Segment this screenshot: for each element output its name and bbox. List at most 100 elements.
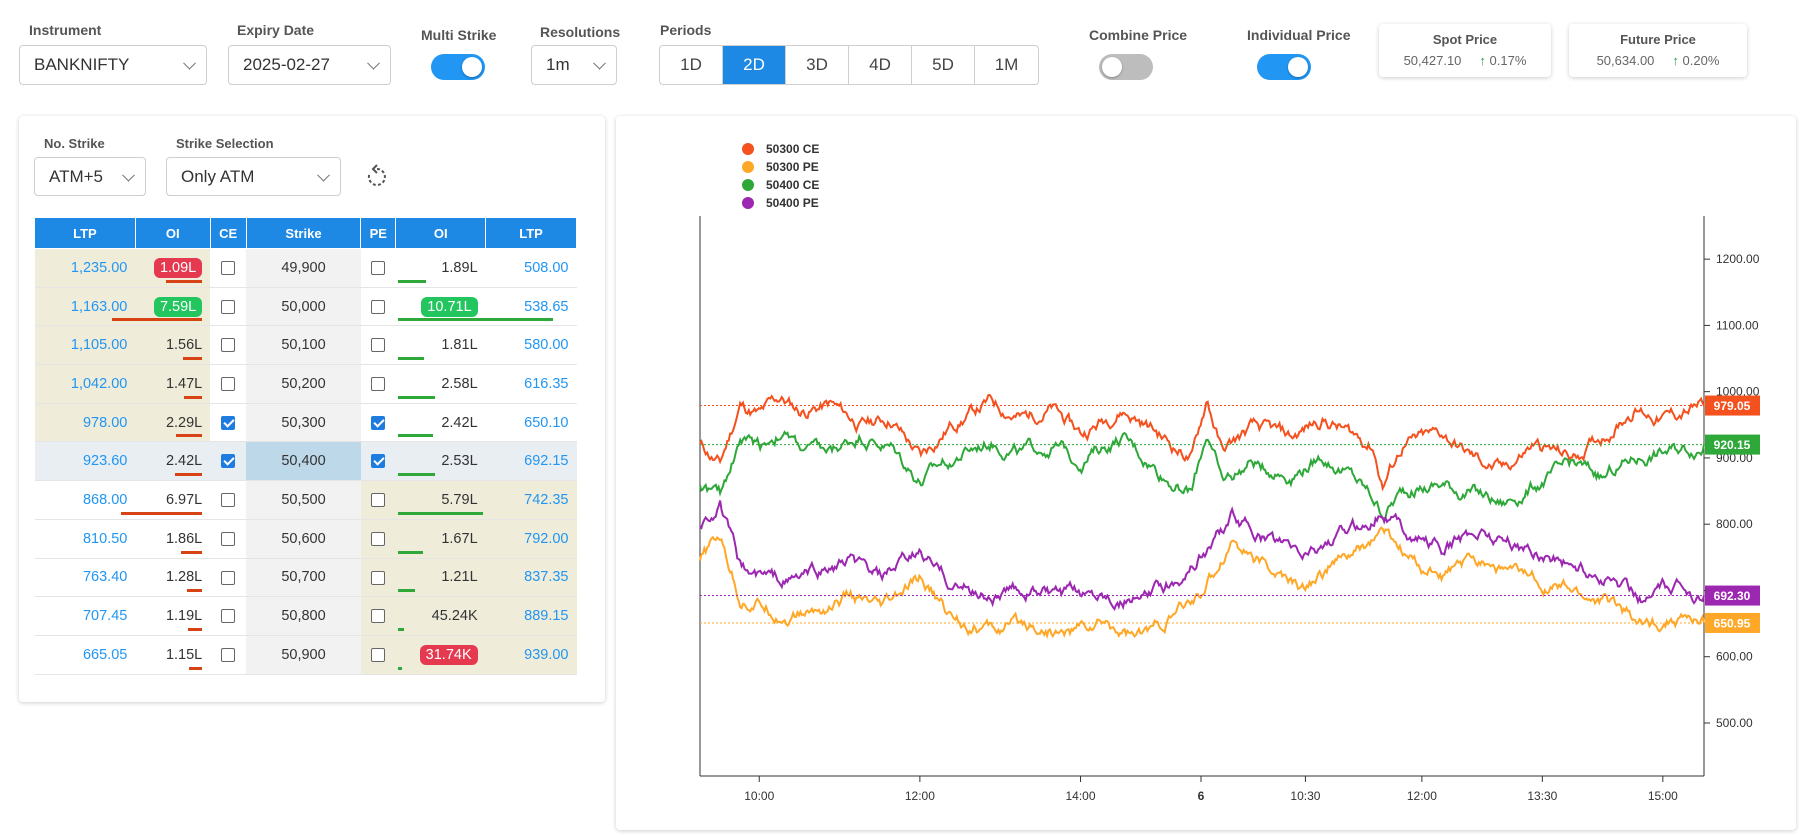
ce-checkbox[interactable] (221, 415, 236, 430)
chevron-down-icon (593, 56, 606, 70)
ce-ltp-cell[interactable]: 923.60 (34, 441, 136, 482)
pe-oi-bar (397, 279, 426, 283)
pe-ltp-cell[interactable]: 616.35 (485, 364, 577, 404)
ce-ltp-cell[interactable]: 978.00 (34, 403, 136, 443)
ce-checkbox-cell (210, 325, 247, 366)
ce-oi-cell: 2.42L (135, 441, 211, 482)
ce-ltp-cell[interactable]: 1,042.00 (34, 364, 136, 404)
pe-ltp-cell[interactable]: 742.35 (485, 480, 577, 520)
spot-price-value: 50,427.10 (1403, 53, 1462, 68)
resolution-select[interactable]: 1m (531, 45, 617, 85)
legend-dot (742, 179, 754, 191)
ce-ltp-cell[interactable]: 707.45 (34, 596, 136, 636)
period-2d[interactable]: 2D (723, 46, 786, 84)
ce-oi-bar (174, 473, 203, 477)
legend-item[interactable]: 50300 CE (742, 140, 819, 158)
pe-checkbox[interactable] (371, 299, 386, 314)
individual-price-toggle[interactable] (1257, 54, 1311, 80)
pe-oi-bar (397, 666, 403, 670)
period-3d[interactable]: 3D (786, 46, 849, 84)
pe-oi-cell: 5.79L (395, 480, 486, 520)
period-4d[interactable]: 4D (849, 46, 912, 84)
pe-checkbox[interactable] (371, 609, 386, 624)
ce-ltp-cell[interactable]: 868.00 (34, 480, 136, 520)
expiry-label: Expiry Date (237, 22, 315, 38)
ce-ltp-cell[interactable]: 763.40 (34, 558, 136, 598)
ce-checkbox[interactable] (221, 570, 236, 585)
pe-checkbox[interactable] (371, 261, 386, 276)
pe-checkbox[interactable] (371, 338, 386, 353)
multi-strike-toggle[interactable] (431, 54, 485, 80)
pe-checkbox[interactable] (371, 377, 386, 392)
pe-oi-bar (397, 550, 423, 554)
ce-checkbox[interactable] (221, 454, 236, 469)
pe-ltp-cell[interactable]: 692.15 (485, 441, 577, 482)
ce-oi-bar (183, 357, 203, 361)
ce-oi-bar (175, 434, 203, 438)
header-pe: PE (360, 217, 397, 249)
ce-checkbox[interactable] (221, 609, 236, 624)
ce-checkbox-cell (210, 519, 247, 559)
legend-item[interactable]: 50400 CE (742, 176, 819, 194)
combine-price-toggle[interactable] (1099, 54, 1153, 80)
pe-ltp-cell[interactable]: 792.00 (485, 519, 577, 559)
pe-oi-cell: 10.71L (395, 287, 553, 327)
ce-ltp-cell[interactable]: 1,105.00 (34, 325, 136, 366)
ce-ltp-cell[interactable]: 1,235.00 (34, 248, 136, 288)
ce-checkbox[interactable] (221, 377, 236, 392)
period-1m[interactable]: 1M (994, 55, 1019, 74)
expiry-date-select[interactable]: 2025-02-27 (228, 45, 391, 85)
pe-checkbox[interactable] (371, 415, 386, 430)
period-5d[interactable]: 5D (912, 46, 975, 84)
pe-ltp-cell[interactable]: 650.10 (485, 403, 577, 443)
instrument-select[interactable]: BANKNIFTY (19, 45, 207, 85)
pe-checkbox-cell (360, 325, 396, 366)
pe-checkbox-cell (360, 519, 396, 559)
pe-checkbox[interactable] (371, 570, 386, 585)
ce-checkbox[interactable] (221, 493, 236, 508)
pe-checkbox[interactable] (371, 493, 386, 508)
pe-ltp-cell[interactable]: 580.00 (485, 325, 577, 366)
pe-ltp-cell[interactable]: 837.35 (485, 558, 577, 598)
legend-item[interactable]: 50300 PE (742, 158, 819, 176)
pe-checkbox-cell (360, 596, 396, 636)
pe-ltp-cell[interactable]: 538.65 (485, 287, 577, 327)
period-1d[interactable]: 1D (660, 46, 723, 84)
strike-cell: 49,900 (246, 248, 361, 288)
pe-ltp-cell[interactable]: 939.00 (485, 635, 577, 675)
combine-price-label: Combine Price (1089, 27, 1188, 43)
strike-selection-select[interactable]: Only ATM (166, 157, 341, 196)
pe-ltp-cell[interactable]: 889.15 (485, 596, 577, 636)
ce-checkbox[interactable] (221, 338, 236, 353)
pe-checkbox[interactable] (371, 454, 386, 469)
pe-checkbox[interactable] (371, 531, 386, 546)
x-tick-label: 15:00 (1648, 789, 1678, 803)
pe-checkbox[interactable] (371, 647, 386, 662)
table-row: 763.40 1.28L 50,700 1.21L 837.35 (34, 558, 577, 598)
ce-checkbox[interactable] (221, 531, 236, 546)
last-price-badge (1705, 612, 1760, 633)
ce-oi-bar (166, 279, 203, 283)
option-chain-panel: No. Strike ATM+5 Strike Selection Only A… (19, 116, 605, 702)
ce-checkbox[interactable] (221, 299, 236, 314)
ce-ltp-cell[interactable]: 665.05 (34, 635, 136, 675)
pe-ltp-cell[interactable]: 508.00 (485, 248, 577, 288)
pe-oi-value: 45.24K (431, 608, 478, 625)
ce-checkbox[interactable] (221, 647, 236, 662)
ce-ltp-cell[interactable]: 810.50 (34, 519, 136, 559)
no-strike-select[interactable]: ATM+5 (34, 157, 146, 196)
pe-oi-badge: 10.71L (421, 296, 478, 317)
strike-cell: 50,800 (246, 596, 361, 636)
spot-price-card: Spot Price 50,427.10 ↑ 0.17% (1379, 24, 1551, 77)
pe-oi-value: 1.67L (441, 530, 478, 547)
legend-label: 50300 CE (766, 142, 820, 156)
y-tick-label: 600.00 (1716, 650, 1753, 664)
no-strike-label: No. Strike (44, 136, 105, 151)
series-line (699, 526, 1705, 640)
pe-oi-bar (397, 357, 425, 361)
ce-checkbox[interactable] (221, 261, 236, 276)
refresh-icon[interactable] (364, 164, 390, 190)
ce-checkbox-cell (210, 441, 247, 482)
legend-item[interactable]: 50400 PE (742, 194, 819, 212)
arrow-up-icon: ↑ (1672, 53, 1679, 68)
